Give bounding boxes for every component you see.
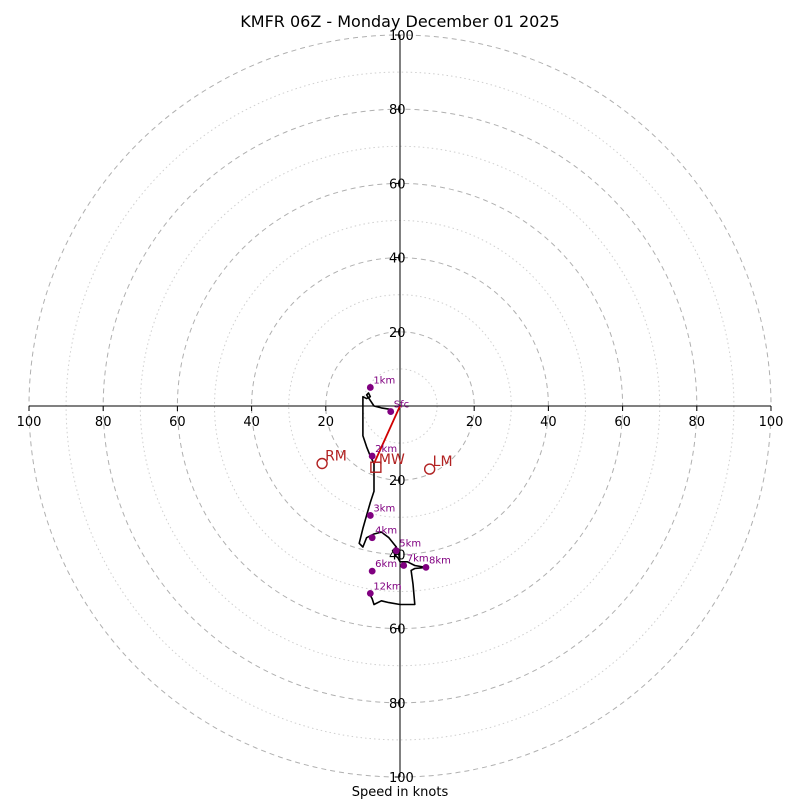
height-point: [368, 452, 376, 460]
y-tick-label: 60: [389, 623, 406, 638]
hodograph-line: [358, 392, 427, 606]
height-point: [366, 384, 374, 391]
x-axis-label: Speed in knots: [352, 785, 449, 800]
chart-title: KMFR 06Z - Monday December 01 2025: [240, 12, 559, 31]
storm-motion-label: MW: [379, 452, 405, 468]
x-tick-label: 20: [466, 415, 483, 430]
shear-vector-line: [373, 405, 401, 464]
mean-wind-marker: [370, 461, 382, 473]
height-point-label: 2km: [375, 444, 397, 455]
x-tick-label: 40: [540, 415, 557, 430]
height-point-label: 6km: [375, 559, 397, 570]
storm-motion-marker: [316, 457, 328, 470]
storm-motion-markers: RM MW LM: [316, 449, 453, 475]
height-point: [366, 512, 374, 519]
x-tick-label: 60: [169, 415, 186, 430]
tick-labels: 1001001001008080808060606060404040402020…: [17, 29, 784, 786]
x-tick-label: 60: [614, 415, 631, 430]
y-tick-label: 80: [389, 697, 406, 712]
height-point-label: 12km: [373, 581, 401, 592]
y-tick-label: 20: [389, 474, 406, 489]
y-tick-label: 20: [389, 326, 406, 341]
height-point: [422, 563, 430, 571]
x-tick-label: 20: [318, 415, 335, 430]
height-point: [400, 562, 408, 569]
storm-motion-label: LM: [433, 454, 453, 470]
height-point-label: 8km: [429, 555, 451, 566]
storm-motion-label: RM: [325, 449, 347, 465]
height-point: [387, 408, 395, 415]
height-point: [392, 547, 400, 555]
y-tick-label: 100: [389, 771, 414, 786]
y-tick-label: 80: [389, 103, 406, 118]
x-tick-label: 80: [95, 415, 112, 430]
height-point: [366, 589, 374, 597]
y-tick-label: 100: [389, 29, 414, 44]
height-point-label: 1km: [373, 375, 395, 386]
x-tick-label: 100: [759, 415, 784, 430]
height-point-label: 7km: [407, 554, 429, 565]
height-point-label: 4km: [375, 526, 397, 537]
height-point: [368, 534, 376, 542]
hodograph-trace: [358, 392, 427, 606]
x-tick-label: 100: [17, 415, 42, 430]
height-point: [368, 567, 376, 575]
x-tick-label: 80: [689, 415, 706, 430]
x-tick-label: 40: [243, 415, 260, 430]
y-tick-label: 40: [389, 252, 406, 267]
shear-vector: [373, 405, 401, 464]
y-tick-label: 60: [389, 177, 406, 192]
height-point-label: Sfc: [394, 400, 409, 411]
height-point-label: 3km: [373, 503, 395, 514]
height-point-label: 5km: [399, 539, 421, 550]
storm-motion-marker: [423, 463, 436, 475]
